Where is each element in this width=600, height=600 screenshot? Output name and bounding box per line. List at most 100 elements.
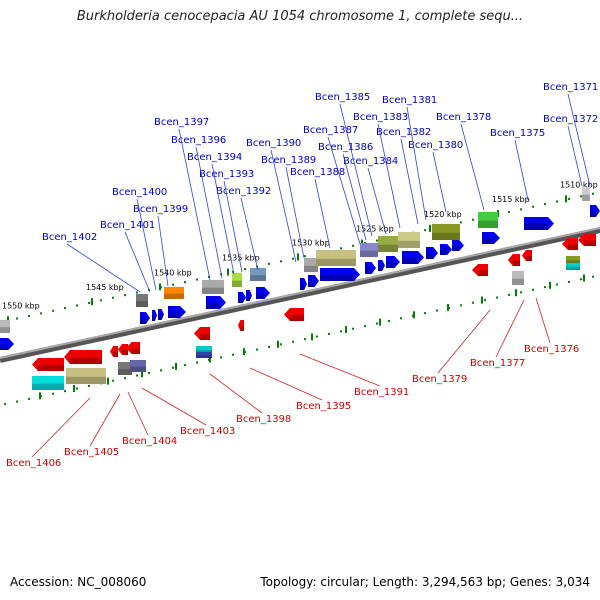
reverse-tick-track-dot: [520, 291, 522, 294]
reverse-gene-arrow-shade: [478, 270, 488, 276]
forward-tick-track-dot: [340, 247, 342, 250]
kbp-label: 1535 kbp: [222, 254, 260, 263]
forward-tick-track-dot: [244, 268, 246, 271]
accession-text: Accession: NC_008060: [10, 575, 147, 589]
forward-gene-label: Bcen_1384: [343, 156, 398, 167]
reverse-leader-line: [141, 387, 207, 426]
reverse-gene-label: Bcen_1377: [470, 358, 525, 369]
chromosome-backbone: [0, 227, 600, 363]
forward-gene-label: Bcen_1372: [543, 114, 598, 125]
forward-gene-arrow: [402, 251, 424, 264]
reverse-gene-arrow: [32, 358, 64, 371]
forward-gene-label: Bcen_1378: [436, 112, 491, 123]
reverse-tick-mark: [209, 355, 211, 363]
reverse-gene-block: [66, 368, 106, 384]
forward-gene-label: Bcen_1392: [216, 186, 271, 197]
reverse-gene-arrow-shade: [131, 348, 140, 354]
forward-tick-track-dot: [580, 195, 582, 198]
reverse-tick-mark: [447, 303, 449, 311]
forward-gene-arrow-shade: [524, 224, 548, 230]
forward-gene-label: Bcen_1381: [382, 95, 437, 106]
reverse-gene-block-shade: [512, 278, 524, 285]
reverse-tick-track-dot: [268, 345, 270, 348]
reverse-tick-track-dot: [52, 392, 54, 395]
forward-leader-line: [124, 231, 151, 293]
reverse-tick-mark: [583, 274, 585, 282]
reverse-gene-arrow: [126, 342, 140, 354]
reverse-tick-track-dot: [280, 343, 282, 346]
forward-leader-line: [432, 151, 447, 213]
forward-gene-label: Bcen_1388: [290, 167, 345, 178]
forward-leader-line: [211, 163, 235, 275]
reverse-tick-mark: [141, 370, 143, 378]
reverse-gene-block-shade: [196, 349, 212, 353]
forward-gene-block: [232, 273, 242, 287]
reverse-tick-mark: [107, 377, 109, 385]
reverse-gene-arrow: [522, 250, 532, 261]
reverse-gene-arrow-shade: [200, 334, 210, 340]
reverse-leader-line: [127, 391, 149, 436]
forward-gene-label: Bcen_1397: [154, 117, 209, 128]
kbp-tick-mark: [429, 224, 431, 232]
reverse-leader-line: [299, 353, 381, 387]
reverse-tick-track-dot: [472, 301, 474, 304]
forward-gene-arrow: [320, 268, 360, 281]
reverse-gene-arrow: [472, 264, 488, 276]
reverse-tick-track-dot: [64, 390, 66, 393]
forward-gene-arrow-shade: [440, 250, 448, 255]
forward-tick-track-dot: [352, 244, 354, 247]
reverse-tick-track-dot: [496, 296, 498, 299]
forward-gene-arrow: [426, 247, 438, 259]
forward-gene-arrow-shade: [256, 293, 265, 299]
forward-gene-arrow: [300, 278, 307, 290]
reverse-tick-track-dot: [556, 283, 558, 286]
reverse-tick-track-dot: [460, 304, 462, 307]
reverse-tick-track-dot: [196, 361, 198, 364]
reverse-tick-track-dot: [220, 356, 222, 359]
forward-gene-label: Bcen_1386: [318, 142, 373, 153]
forward-gene-arrow: [440, 244, 452, 255]
forward-gene-arrow: [524, 217, 554, 230]
forward-leader-line: [367, 167, 387, 235]
chromosome-backbone-highlight: [0, 227, 600, 359]
forward-tick-track-dot: [52, 309, 54, 312]
forward-gene-arrow-shade: [378, 266, 383, 271]
forward-tick-track-dot: [184, 281, 186, 284]
forward-leader-line: [314, 178, 331, 249]
reverse-gene-label: Bcen_1379: [412, 374, 467, 385]
forward-gene-arrow-shade: [452, 246, 460, 251]
reverse-tick-track-dot: [352, 327, 354, 330]
forward-gene-block: [304, 258, 318, 272]
reverse-tick-track-dot: [112, 379, 114, 382]
forward-gene-arrow: [246, 290, 252, 301]
reverse-leader-line: [31, 397, 91, 458]
forward-gene-label: Bcen_1382: [376, 127, 431, 138]
forward-gene-block: [164, 287, 184, 299]
forward-tick-track-dot: [40, 312, 42, 315]
forward-tick-track-dot: [196, 278, 198, 281]
reverse-tick-track-dot: [388, 319, 390, 322]
reverse-gene-arrow: [562, 238, 578, 250]
reverse-gene-block-shade: [118, 369, 132, 375]
forward-gene-label: Bcen_1371: [543, 82, 598, 93]
reverse-gene-arrow: [110, 346, 118, 357]
forward-leader-line: [567, 125, 583, 187]
forward-gene-arrow-shade: [308, 281, 315, 287]
forward-tick-track-dot: [568, 197, 570, 200]
forward-tick-track-dot: [292, 257, 294, 260]
forward-gene-arrow: [365, 262, 376, 274]
kbp-label: 1550 kbp: [2, 301, 40, 310]
topology-text: Topology: circular; Length: 3,294,563 bp…: [260, 575, 590, 589]
forward-leader-line: [406, 106, 427, 221]
forward-tick-track-dot: [280, 260, 282, 263]
reverse-gene-label: Bcen_1403: [180, 426, 235, 437]
forward-gene-arrow: [206, 296, 226, 309]
forward-leader-line: [178, 128, 211, 281]
reverse-tick-mark: [413, 311, 415, 319]
reverse-gene-block: [566, 263, 580, 270]
reverse-gene-arrow: [578, 234, 596, 246]
reverse-gene-block: [196, 346, 212, 353]
kbp-label: 1525 kbp: [356, 225, 394, 234]
reverse-gene-arrow: [238, 320, 244, 331]
forward-leader-line: [136, 198, 157, 291]
